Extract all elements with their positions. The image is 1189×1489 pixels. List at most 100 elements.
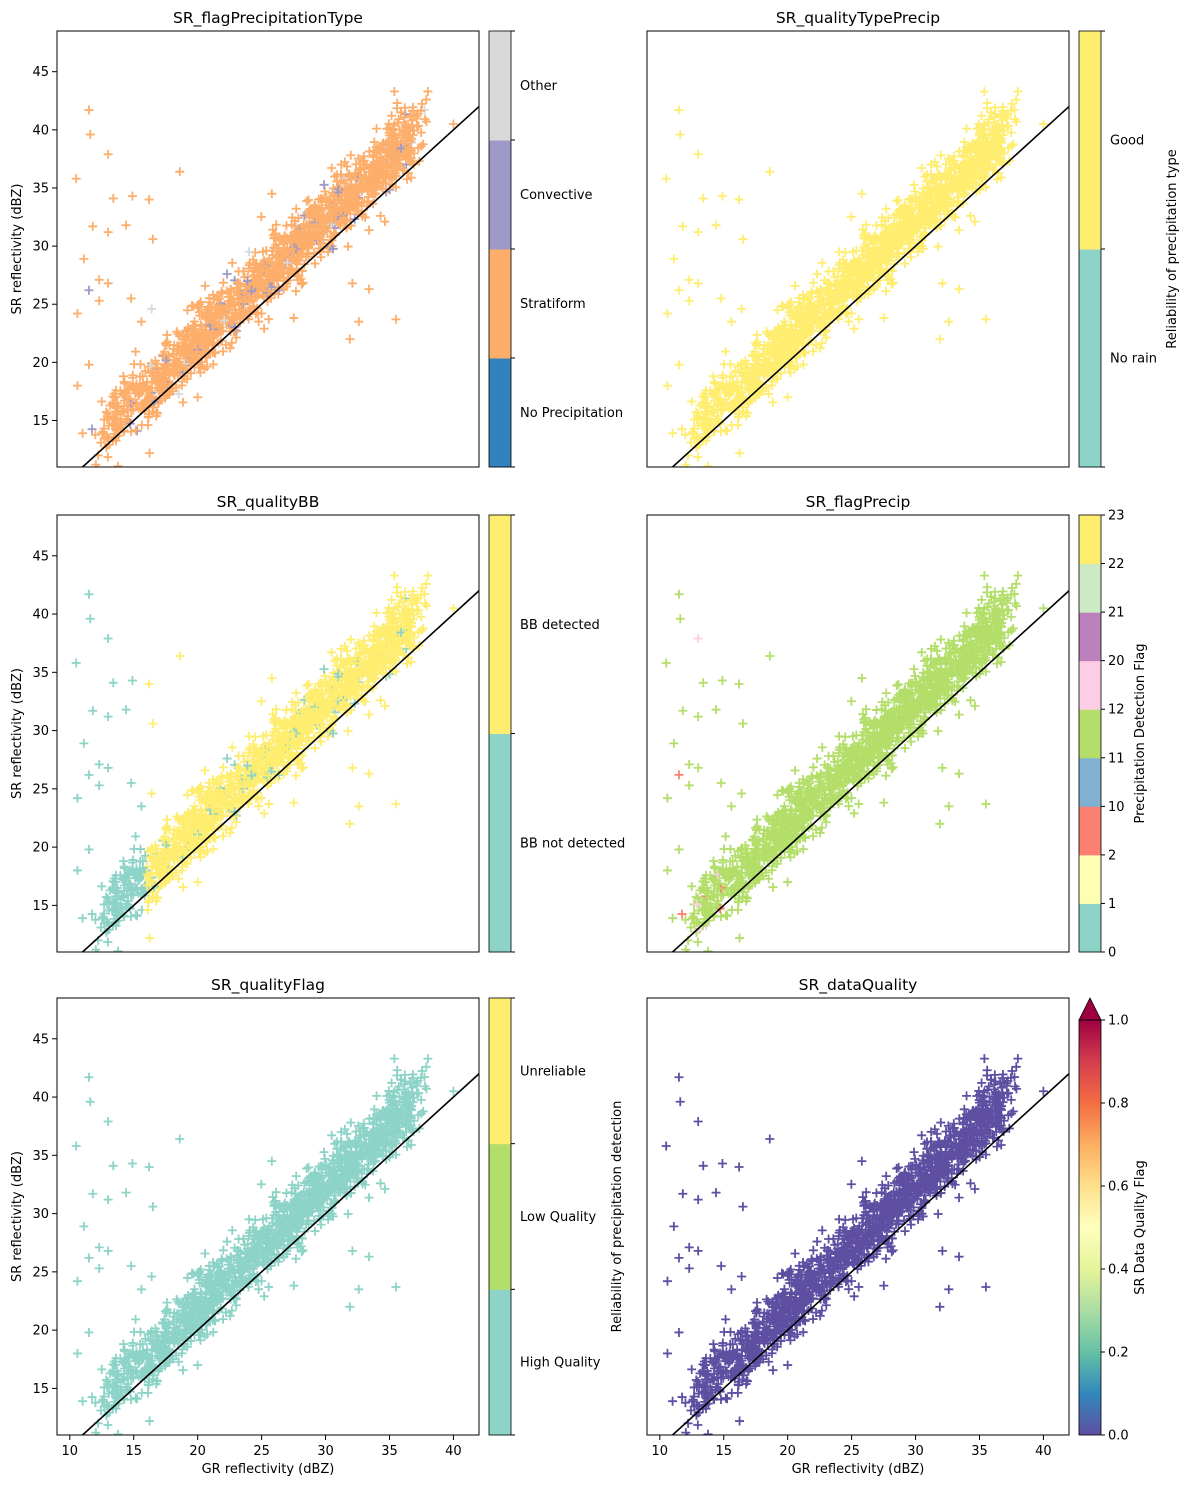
panel-title: SR_flagPrecipitationType [173,9,363,28]
data-point [189,809,199,819]
data-point [384,638,394,648]
data-point [954,225,964,235]
data-point [950,173,960,183]
data-point [157,865,167,875]
data-point [382,608,392,618]
data-point [90,430,100,440]
data-point [717,400,727,410]
data-point [352,678,362,688]
data-point [323,247,333,257]
data-point [111,907,121,917]
data-point [276,236,286,246]
data-point [242,761,252,771]
data-point [392,582,402,592]
data-point [340,157,350,167]
data-point [87,424,97,434]
data-point [409,148,419,158]
data-point [702,398,712,408]
data-point [197,321,207,331]
data-point [889,259,899,269]
data-point [364,769,374,779]
data-point [187,823,197,833]
data-point [358,156,368,166]
data-point [918,244,928,254]
data-point [126,778,136,788]
data-point [108,921,118,931]
data-point [448,603,458,613]
data-point [153,408,163,418]
data-point [102,414,112,424]
colorbar-segment [489,249,511,359]
data-point [391,655,401,665]
data-point [686,464,689,467]
data-point [328,244,338,254]
data-point [291,286,301,296]
data-point [170,848,180,858]
data-point [258,762,268,772]
data-point [311,687,321,697]
data-point [335,220,345,230]
data-point [754,389,764,399]
data-point [985,161,995,171]
data-point [71,658,81,668]
data-point [193,392,203,402]
colorbar-segment [1079,249,1101,468]
data-point [72,309,82,319]
data-point [173,371,183,381]
data-point [148,234,158,244]
data-point [749,347,759,357]
data-point [247,771,257,781]
data-point [858,270,868,280]
data-point [275,234,285,244]
data-point [340,641,350,651]
data-point [319,180,329,190]
data-point [868,264,878,274]
data-point [921,210,931,220]
data-point [200,765,210,775]
data-point [974,119,984,129]
data-point [259,808,269,818]
data-point [97,913,107,923]
data-point [866,236,876,246]
data-point [959,137,969,147]
data-point [693,227,703,237]
data-point [861,220,871,230]
data-point [993,132,1003,142]
data-point [391,171,401,181]
data-point [707,389,717,399]
data-point [986,143,996,153]
data-point [259,324,269,334]
data-point [108,411,118,421]
data-point [698,193,708,203]
data-point [687,429,697,439]
data-point [407,590,417,600]
data-point [834,264,844,274]
data-point [293,230,303,240]
data-point [677,424,687,434]
data-point [287,738,297,748]
data-point [306,240,316,250]
data-point [970,217,980,227]
data-point [256,696,266,706]
data-point [725,359,735,369]
data-point [145,448,155,458]
data-point [403,132,413,142]
data-point [408,120,418,130]
data-point [222,269,232,279]
data-point [802,311,812,321]
data-point [669,254,679,264]
data-point [387,166,397,176]
data-point [737,304,747,314]
data-point [1006,128,1016,138]
data-point [392,98,402,108]
data-point [721,425,731,435]
data-point [998,120,1007,130]
data-point [90,915,100,925]
data-point [202,793,212,803]
data-point [416,141,426,151]
data-point [732,385,742,395]
data-point [108,896,118,906]
data-point [317,214,327,224]
data-point [812,269,822,279]
data-point [332,176,342,186]
